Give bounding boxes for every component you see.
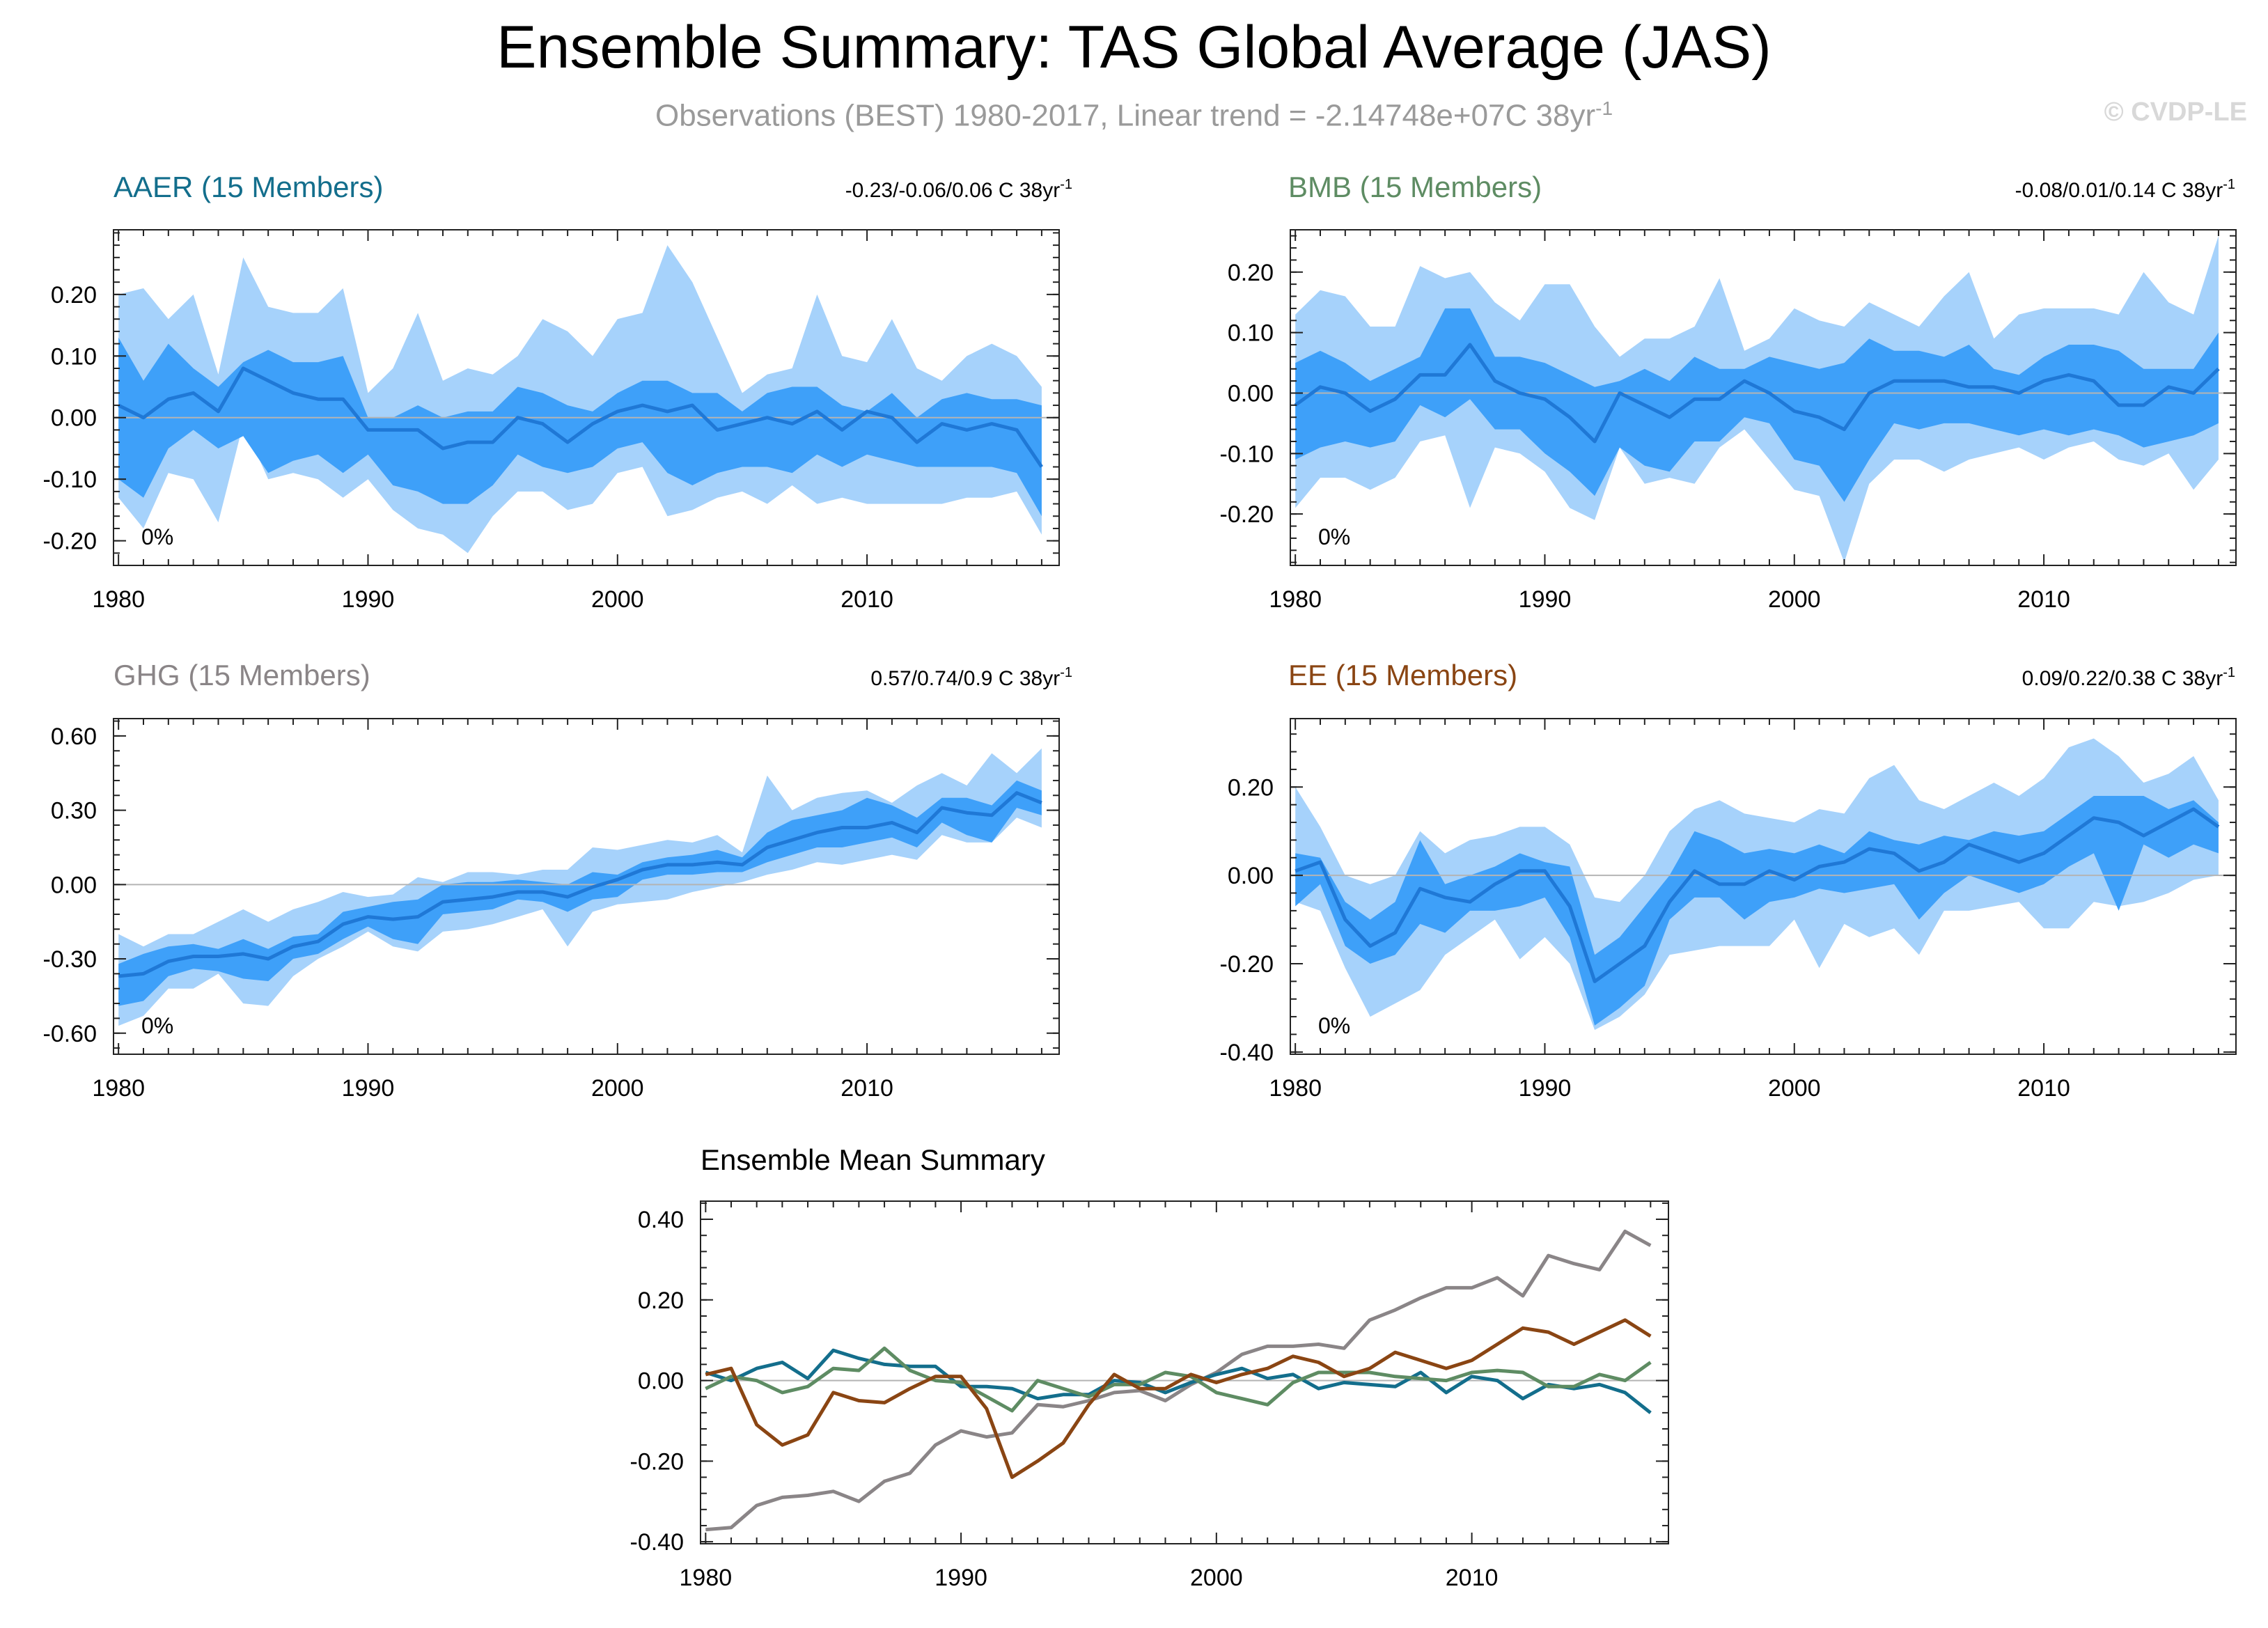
x-tick-label: 1980 [680,1565,733,1591]
plot-frame-summary [700,1200,1669,1544]
y-tick-label: -0.10 [43,467,97,493]
y-tick-label: 0.20 [638,1287,684,1314]
y-tick-label: 0.10 [1228,320,1274,347]
subtitle-text: Observations (BEST) 1980-2017, Linear tr… [655,98,1596,133]
y-tick-label: -0.20 [43,529,97,555]
x-tick-label: 2010 [1446,1565,1499,1591]
plot-frame-bmb [1290,229,2237,566]
y-tick-label: 0.00 [638,1368,684,1395]
percent-label-ee: 0% [1318,1013,1350,1038]
y-tick-label: -0.40 [1220,1040,1274,1066]
x-tick-label: 1990 [342,1075,395,1102]
panel-title-ee: EE (15 Members) [1288,659,1517,691]
copyright-watermark: © CVDP-LE [2104,97,2247,127]
ensemble-mean-line-ghg [118,791,1042,978]
y-tick-label: 0.00 [1228,863,1274,889]
percent-label-bmb: 0% [1318,524,1350,549]
x-tick-label: 2010 [2017,586,2070,613]
x-tick-label: 1990 [1519,586,1572,613]
y-tick-label: 0.30 [51,798,97,824]
percent-label-ghg: 0% [141,1013,173,1038]
ensemble-mean-line-aaer [118,366,1043,468]
panel-summary: Ensemble Mean Summary 1980 1990 2000 2010 0.4… [630,1143,1669,1591]
y-tick-label: -0.60 [43,1021,97,1047]
plot-frame-aaer [113,229,1060,566]
series-line-ghg [705,1229,1652,1532]
x-tick-label: 1990 [342,586,395,613]
y-tick-label: 0.10 [51,343,97,370]
panel-title-ghg: GHG (15 Members) [114,659,370,691]
x-tick-label: 2000 [591,1075,644,1102]
trend-label-ghg: 0.57/0.74/0.9 C 38yr-1 [870,665,1072,690]
y-tick-label: -0.10 [1220,441,1274,467]
y-tick-label: 0.20 [1228,260,1274,286]
trend-label-aaer: -0.23/-0.06/0.06 C 38yr-1 [845,177,1072,202]
x-tick-label: 1990 [1519,1075,1572,1102]
x-tick-label: 2010 [840,1075,893,1102]
ensemble-mean-line-ee [1295,807,2220,983]
panel-ee: EE (15 Members) 0.09/0.22/0.38 C 38yr-1 19… [1220,659,2237,1102]
y-tick-label: 0.60 [51,723,97,750]
y-tick-label: -0.20 [1220,951,1274,978]
y-tick-label: 0.00 [51,872,97,898]
x-tick-label: 2000 [1190,1565,1243,1591]
panel-bmb: BMB (15 Members) -0.08/0.01/0.14 C 38yr-1… [1220,171,2237,613]
inner-band-ee [1295,796,2219,1026]
y-tick-label: 0.40 [638,1207,684,1233]
x-tick-label: 1980 [92,586,145,613]
x-tick-label: 2010 [2017,1075,2070,1102]
panel-title-aaer: AAER (15 Members) [114,171,383,203]
panel-ghg: GHG (15 Members) 0.57/0.74/0.9 C 38yr-1 19… [43,659,1073,1102]
plot-frame-ghg [113,718,1060,1055]
x-tick-label: 1980 [92,1075,145,1102]
series-line-aaer [705,1348,1652,1414]
y-tick-label: -0.40 [630,1529,685,1556]
x-tick-label: 2000 [591,586,644,613]
panel-aaer: AAER (15 Members) -0.23/-0.06/0.06 C 38yr… [43,171,1073,613]
subtitle-superscript: -1 [1595,97,1613,119]
y-tick-label: 0.20 [1228,774,1274,801]
x-tick-label: 1980 [1269,1075,1322,1102]
x-tick-label: 2010 [840,586,893,613]
x-tick-label: 1980 [1269,586,1322,613]
trend-label-ee: 0.09/0.22/0.38 C 38yr-1 [2022,665,2235,690]
outer-band-aaer [118,245,1042,554]
y-tick-label: -0.20 [630,1448,685,1475]
main-title: Ensemble Summary: TAS Global Average (JA… [496,14,1772,81]
inner-band-aaer [118,337,1042,517]
trend-label-bmb: -0.08/0.01/0.14 C 38yr-1 [2015,177,2235,202]
subtitle: Observations (BEST) 1980-2017, Linear tr… [0,89,2268,136]
y-tick-label: -0.20 [1220,501,1274,528]
ensemble-mean-line-bmb [1294,343,2220,444]
series-line-ee [705,1318,1652,1479]
series-line-bmb [705,1346,1652,1413]
inner-band-bmb [1295,308,2219,502]
x-tick-label: 1990 [934,1565,987,1591]
x-tick-label: 2000 [1768,586,1821,613]
y-tick-label: -0.30 [43,946,97,973]
panel-title-bmb: BMB (15 Members) [1288,171,1542,203]
y-tick-label: 0.20 [51,282,97,308]
plot-frame-ee [1290,718,2237,1055]
y-tick-label: 0.00 [1228,380,1274,407]
x-tick-label: 2000 [1768,1075,1821,1102]
y-tick-label: 0.00 [51,405,97,432]
panel-title-summary: Ensemble Mean Summary [701,1143,1045,1176]
percent-label-aaer: 0% [141,524,173,549]
